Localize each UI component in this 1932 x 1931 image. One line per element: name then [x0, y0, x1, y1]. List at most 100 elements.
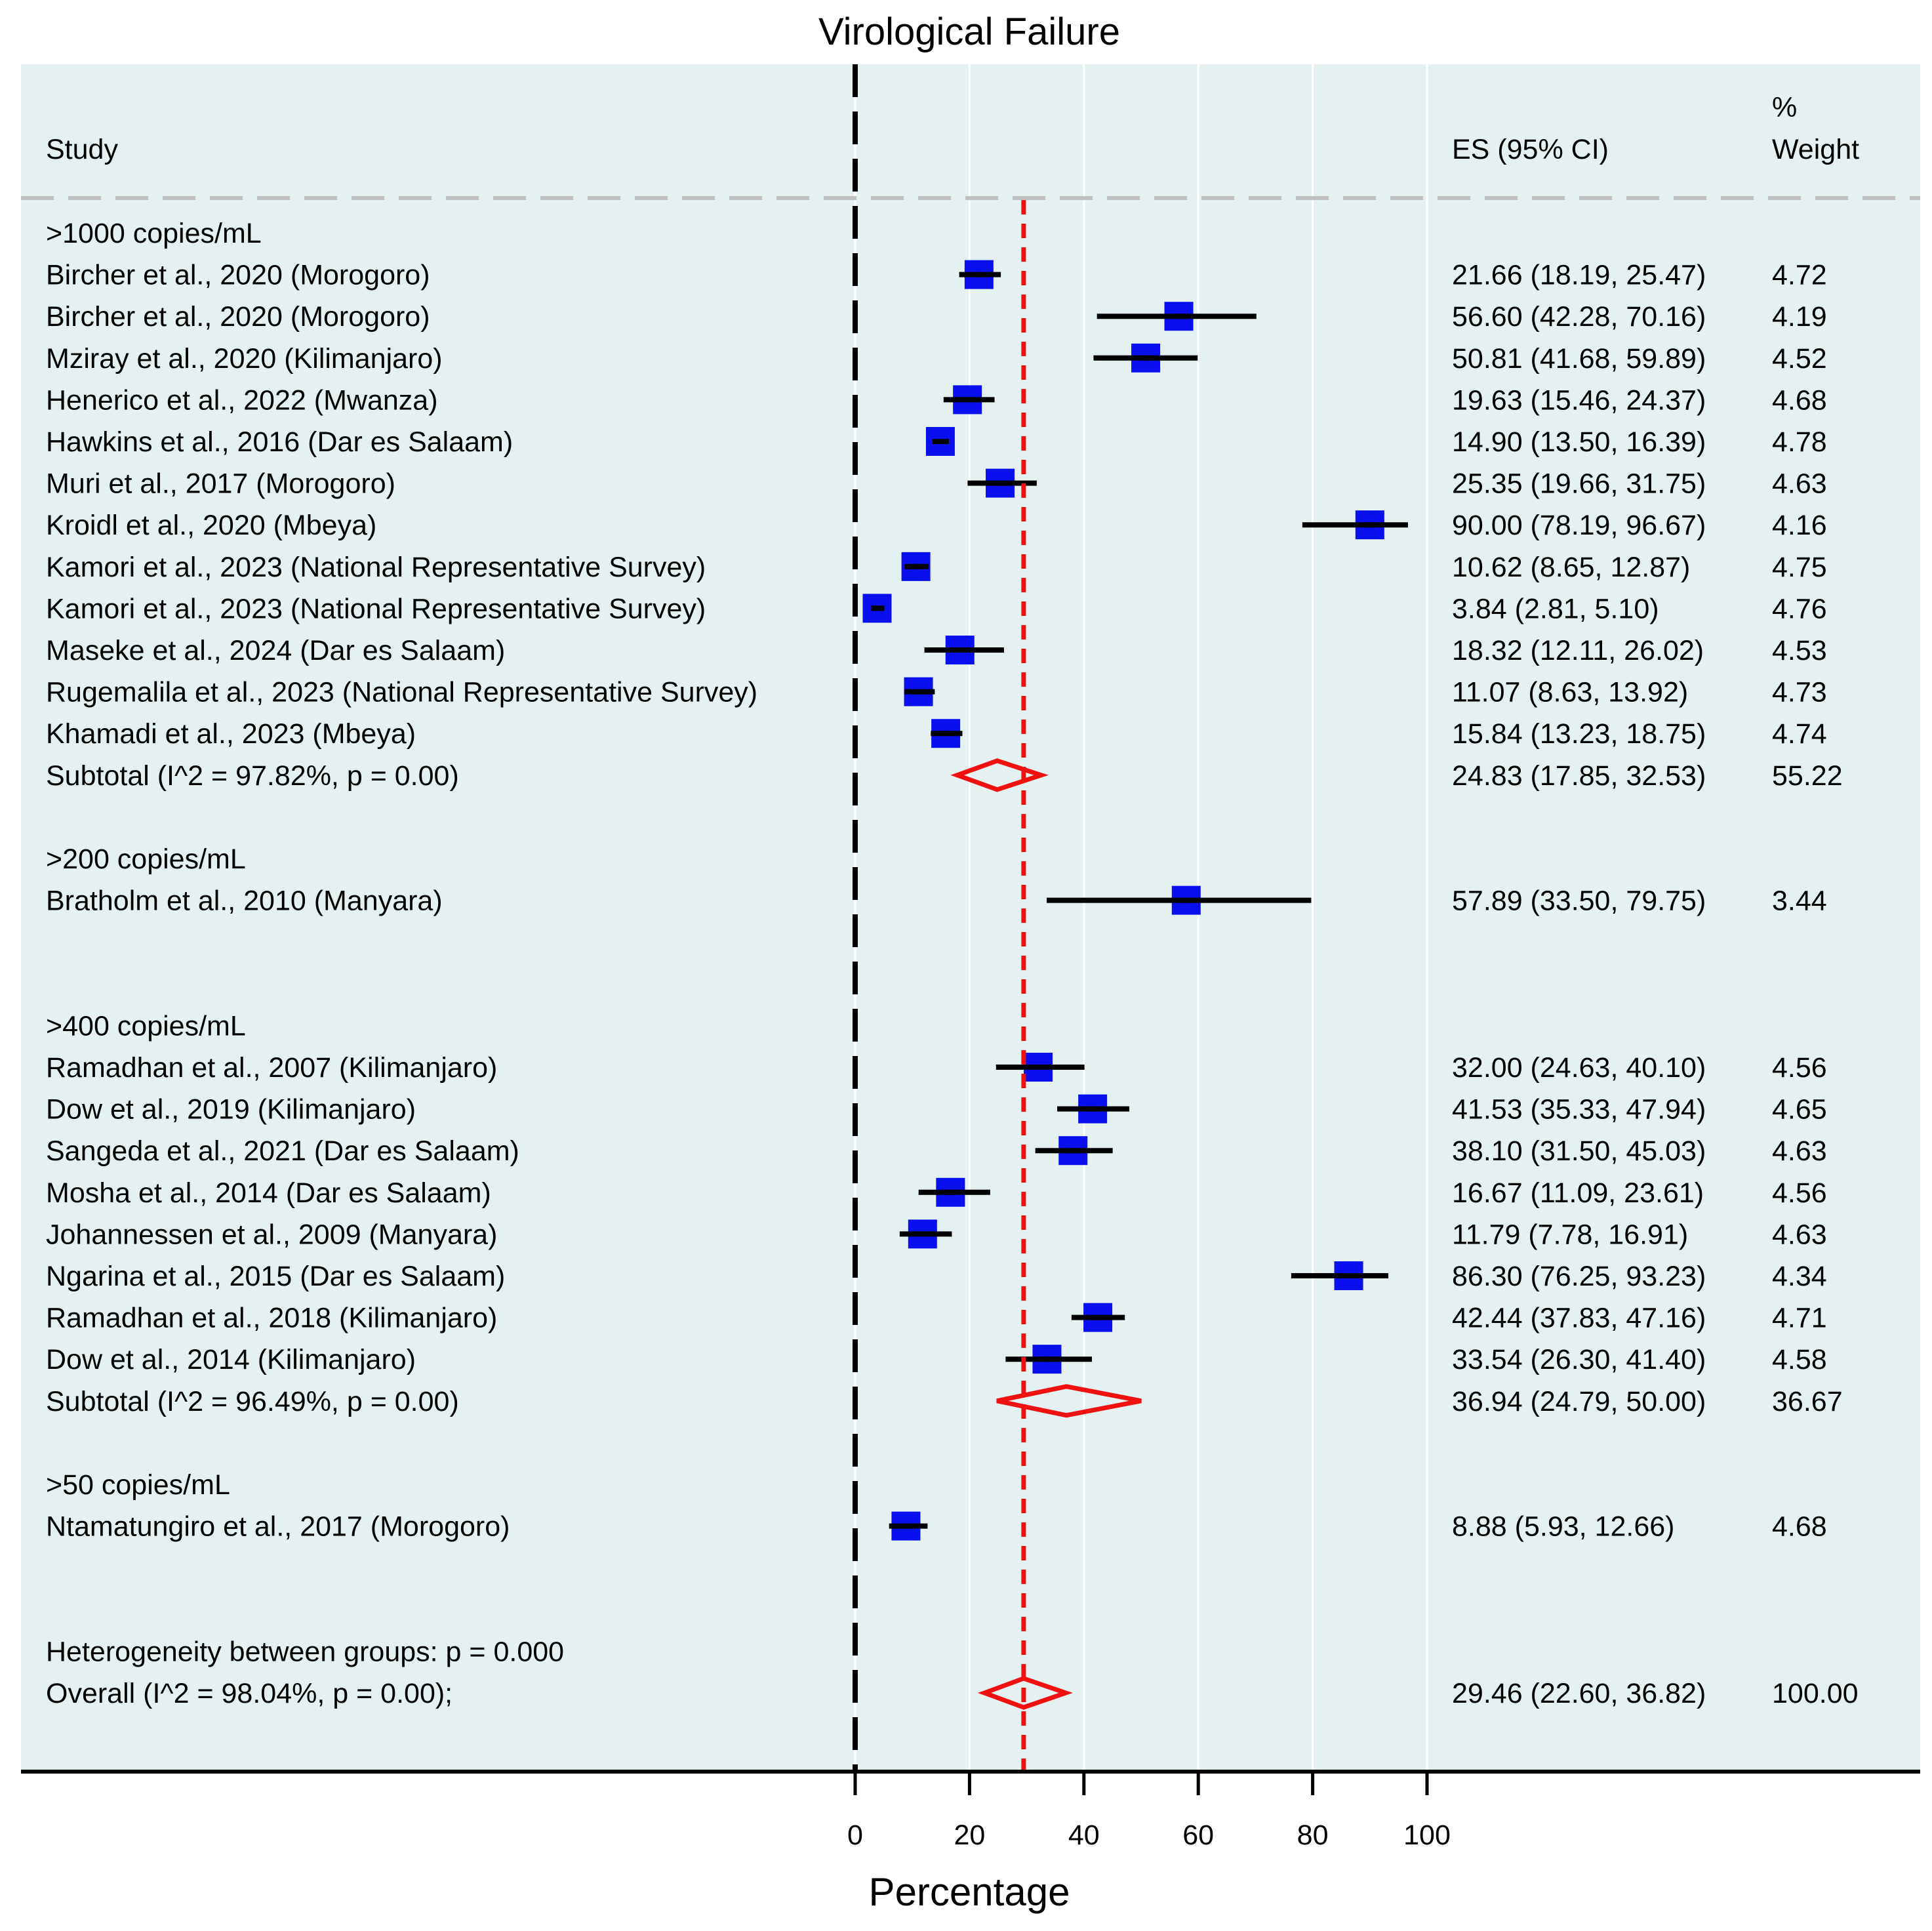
- x-axis-label: Percentage: [869, 1870, 1070, 1914]
- group-label: >200 copies/mL: [46, 844, 246, 875]
- weight-text: 4.68: [1772, 384, 1827, 416]
- x-tick-label: 40: [1068, 1819, 1100, 1851]
- study-label: Dow et al., 2014 (Kilimanjaro): [46, 1344, 416, 1375]
- es-ci-text: 3.84 (2.81, 5.10): [1452, 593, 1659, 624]
- es-ci-text: 38.10 (31.50, 45.03): [1452, 1135, 1706, 1167]
- weight-text: 4.75: [1772, 552, 1827, 583]
- header-weight: Weight: [1772, 134, 1859, 165]
- weight-text: 3.44: [1772, 885, 1827, 917]
- study-label: Henerico et al., 2022 (Mwanza): [46, 384, 438, 416]
- study-label: Kamori et al., 2023 (National Representa…: [46, 552, 706, 583]
- study-label: Johannessen et al., 2009 (Manyara): [46, 1219, 497, 1250]
- header-es-ci: ES (95% CI): [1452, 134, 1609, 165]
- study-label: Khamadi et al., 2023 (Mbeya): [46, 718, 416, 750]
- chart-title: Virological Failure: [818, 10, 1120, 53]
- weight-text: 4.63: [1772, 1219, 1827, 1250]
- es-ci-text: 11.79 (7.78, 16.91): [1452, 1219, 1688, 1250]
- weight-text: 100.00: [1772, 1678, 1859, 1709]
- weight-text: 4.65: [1772, 1094, 1827, 1126]
- es-ci-text: 41.53 (35.33, 47.94): [1452, 1094, 1706, 1126]
- es-ci-text: 21.66 (18.19, 25.47): [1452, 260, 1706, 291]
- weight-text: 4.52: [1772, 343, 1827, 375]
- study-label: Ramadhan et al., 2018 (Kilimanjaro): [46, 1303, 497, 1334]
- pooled-estimate-diamond: [950, 758, 1049, 792]
- x-tick-label: 20: [954, 1819, 985, 1851]
- es-ci-text: 90.00 (78.19, 96.67): [1452, 510, 1706, 541]
- weight-text: 4.53: [1772, 635, 1827, 666]
- es-ci-text: 36.94 (24.79, 50.00): [1452, 1386, 1706, 1417]
- weight-text: 4.34: [1772, 1261, 1827, 1292]
- study-label: Sangeda et al., 2021 (Dar es Salaam): [46, 1135, 519, 1167]
- study-label: Kamori et al., 2023 (National Representa…: [46, 593, 706, 624]
- subtotal-label: Subtotal (I^2 = 97.82%, p = 0.00): [46, 760, 459, 792]
- subtotal-label: Subtotal (I^2 = 96.49%, p = 0.00): [46, 1386, 459, 1417]
- weight-text: 4.73: [1772, 677, 1827, 708]
- es-ci-text: 14.90 (13.50, 16.39): [1452, 426, 1706, 458]
- es-ci-text: 33.54 (26.30, 41.40): [1452, 1344, 1706, 1375]
- weight-text: 4.56: [1772, 1177, 1827, 1209]
- es-ci-text: 32.00 (24.63, 40.10): [1452, 1052, 1706, 1084]
- es-ci-text: 56.60 (42.28, 70.16): [1452, 301, 1706, 333]
- weight-text: 55.22: [1772, 760, 1843, 792]
- study-label: Hawkins et al., 2016 (Dar es Salaam): [46, 426, 513, 458]
- header-weight-percent: %: [1772, 92, 1797, 123]
- header-study: Study: [46, 134, 118, 165]
- es-ci-text: 25.35 (19.66, 31.75): [1452, 468, 1706, 500]
- weight-text: 4.71: [1772, 1303, 1827, 1334]
- subtotal-label: Overall (I^2 = 98.04%, p = 0.00);: [46, 1678, 453, 1709]
- es-ci-text: 29.46 (22.60, 36.82): [1452, 1678, 1706, 1709]
- study-label: Mosha et al., 2014 (Dar es Salaam): [46, 1177, 491, 1209]
- study-label: Ntamatungiro et al., 2017 (Morogoro): [46, 1511, 510, 1543]
- es-ci-text: 19.63 (15.46, 24.37): [1452, 384, 1706, 416]
- es-ci-text: 16.67 (11.09, 23.61): [1452, 1177, 1704, 1209]
- study-label: Dow et al., 2019 (Kilimanjaro): [46, 1094, 416, 1126]
- weight-text: 4.78: [1772, 426, 1827, 458]
- pooled-estimate-diamond: [977, 1676, 1073, 1710]
- x-tick-label: 0: [847, 1819, 863, 1851]
- group-label: Heterogeneity between groups: p = 0.000: [46, 1636, 564, 1667]
- forest-rows: >1000 copies/mL Bircher et al., 2020 (Mor…: [46, 218, 1859, 1710]
- study-label: Bircher et al., 2020 (Morogoro): [46, 260, 430, 291]
- group-label: >400 copies/mL: [46, 1010, 246, 1042]
- pooled-estimate-diamond: [996, 1384, 1142, 1418]
- weight-text: 4.72: [1772, 260, 1827, 291]
- study-label: Ngarina et al., 2015 (Dar es Salaam): [46, 1261, 505, 1292]
- weight-text: 4.63: [1772, 1135, 1827, 1167]
- weight-text: 4.76: [1772, 593, 1827, 624]
- es-ci-text: 15.84 (13.23, 18.75): [1452, 718, 1706, 750]
- weight-text: 4.56: [1772, 1052, 1827, 1084]
- es-ci-text: 18.32 (12.11, 26.02): [1452, 635, 1704, 666]
- weight-text: 4.16: [1772, 510, 1827, 541]
- weight-text: 4.74: [1772, 718, 1827, 750]
- weight-text: 4.58: [1772, 1344, 1827, 1375]
- es-ci-text: 10.62 (8.65, 12.87): [1452, 552, 1690, 583]
- es-ci-text: 11.07 (8.63, 13.92): [1452, 677, 1688, 708]
- es-ci-text: 86.30 (76.25, 93.23): [1452, 1261, 1706, 1292]
- x-tick-label: 60: [1182, 1819, 1214, 1851]
- es-ci-text: 50.81 (41.68, 59.89): [1452, 343, 1706, 375]
- weight-text: 4.63: [1772, 468, 1827, 500]
- study-label: Bratholm et al., 2010 (Manyara): [46, 885, 443, 917]
- x-tick-label: 100: [1403, 1819, 1451, 1851]
- study-label: Bircher et al., 2020 (Morogoro): [46, 301, 430, 333]
- weight-text: 36.67: [1772, 1386, 1843, 1417]
- es-ci-text: 8.88 (5.93, 12.66): [1452, 1511, 1674, 1543]
- group-label: >1000 copies/mL: [46, 218, 262, 249]
- study-label: Ramadhan et al., 2007 (Kilimanjaro): [46, 1052, 497, 1084]
- weight-text: 4.19: [1772, 301, 1827, 333]
- es-ci-text: 24.83 (17.85, 32.53): [1452, 760, 1706, 792]
- x-tick-label: 80: [1297, 1819, 1329, 1851]
- study-label: Kroidl et al., 2020 (Mbeya): [46, 510, 376, 541]
- weight-text: 4.68: [1772, 1511, 1827, 1543]
- es-ci-text: 57.89 (33.50, 79.75): [1452, 885, 1706, 917]
- es-ci-text: 42.44 (37.83, 47.16): [1452, 1303, 1706, 1334]
- plot-background: [21, 64, 1920, 1772]
- study-label: Muri et al., 2017 (Morogoro): [46, 468, 395, 500]
- x-axis-ticks: 0 20 40 60 80 100: [847, 1772, 1451, 1851]
- study-label: Rugemalila et al., 2023 (National Repres…: [46, 677, 757, 708]
- group-label: >50 copies/mL: [46, 1469, 230, 1501]
- study-label: Maseke et al., 2024 (Dar es Salaam): [46, 635, 505, 666]
- study-label: Mziray et al., 2020 (Kilimanjaro): [46, 343, 443, 375]
